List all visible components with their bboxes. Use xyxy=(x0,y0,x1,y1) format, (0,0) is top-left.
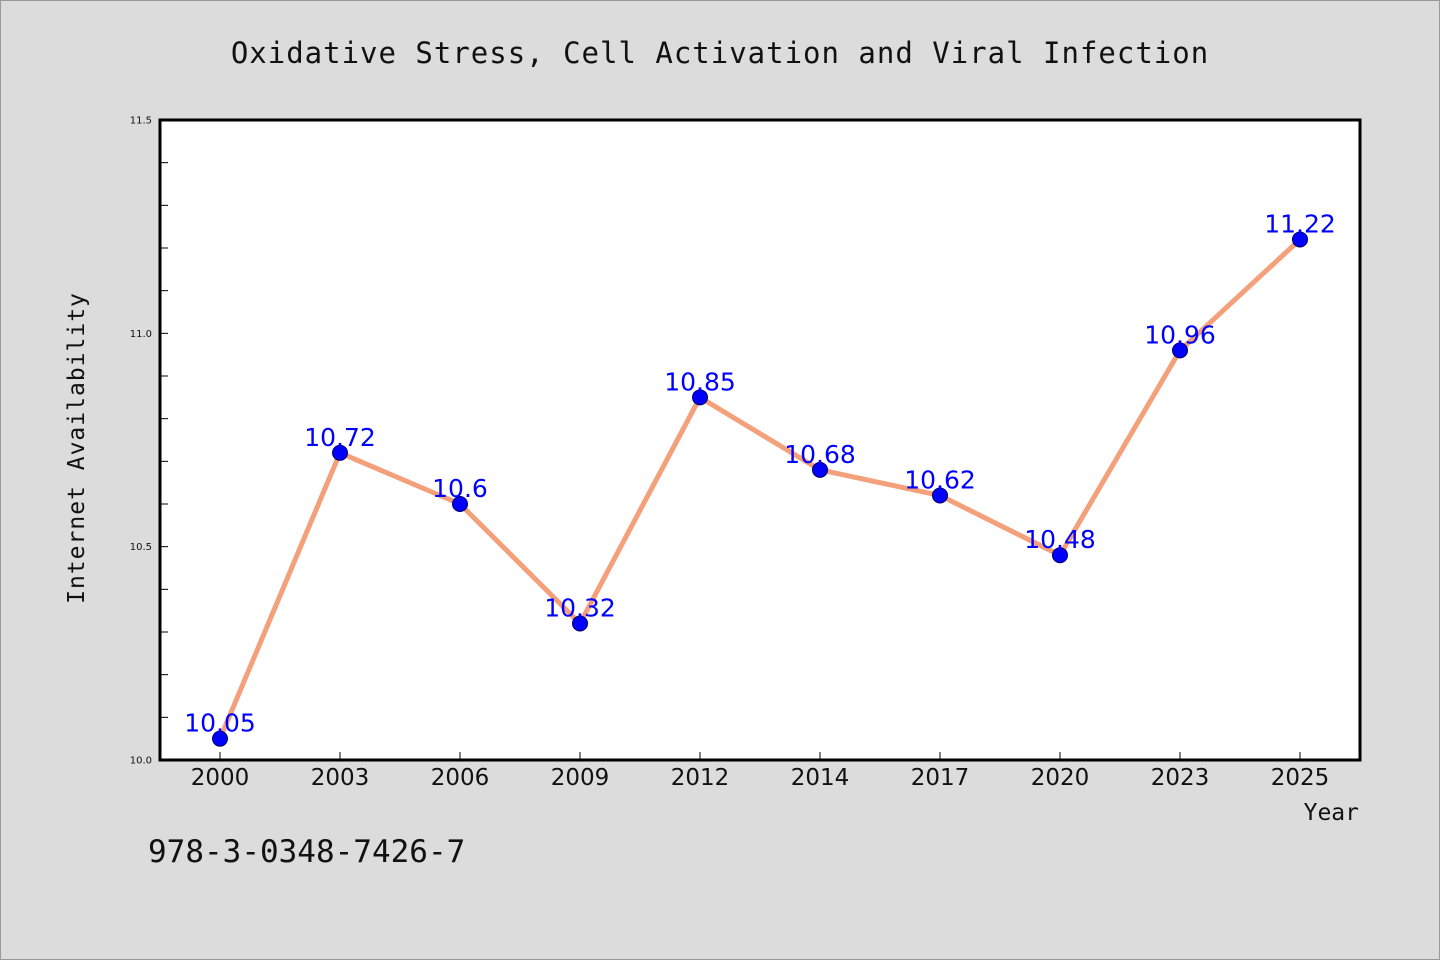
y-tick-label: 11.0 xyxy=(130,329,152,340)
data-label: 10.85 xyxy=(664,367,736,396)
series-markers xyxy=(212,231,1308,747)
x-tick-label: 2000 xyxy=(191,765,250,791)
x-tick-label: 2006 xyxy=(431,765,490,791)
data-label: 10.48 xyxy=(1024,525,1096,554)
x-tick-label: 2014 xyxy=(791,765,850,791)
x-tick-label: 2012 xyxy=(671,765,730,791)
data-label: 10.6 xyxy=(432,474,488,503)
y-axis-label: Internet Availability xyxy=(64,292,90,604)
data-label: 10.72 xyxy=(304,423,376,452)
data-labels: 10.05 10.72 10.6 10.32 10.85 10.68 10.62 10.48 1… xyxy=(184,209,1336,737)
data-label: 10.96 xyxy=(1144,320,1216,349)
data-point xyxy=(1052,547,1068,564)
data-label: 10.32 xyxy=(544,593,616,622)
data-label: 10.05 xyxy=(184,709,256,738)
y-tick-label: 10.0 xyxy=(130,756,152,767)
x-axis: 2000 2003 2006 2009 2012 2014 2017 2020 2023 2025 xyxy=(191,752,1330,791)
chart-title: Oxidative Stress, Cell Activation and Vi… xyxy=(231,36,1209,70)
data-point xyxy=(692,389,708,406)
isbn-text: 978-3-0348-7426-7 xyxy=(148,834,466,870)
data-label: 10.68 xyxy=(784,440,856,469)
data-point xyxy=(332,444,348,461)
series-line xyxy=(217,237,1302,740)
data-label: 10.62 xyxy=(904,465,976,494)
x-tick-label: 2017 xyxy=(911,765,970,791)
data-point xyxy=(1292,231,1308,248)
x-axis-label: Year xyxy=(1304,800,1359,826)
data-point xyxy=(1172,342,1188,359)
plot-area xyxy=(158,118,1362,762)
data-label: 11.22 xyxy=(1264,209,1336,238)
data-point xyxy=(812,461,828,478)
x-tick-label: 2025 xyxy=(1271,765,1330,791)
y-tick-label: 10.5 xyxy=(130,542,152,553)
x-tick-label: 2020 xyxy=(1031,765,1090,791)
x-tick-label: 2023 xyxy=(1151,765,1210,791)
x-tick-label: 2003 xyxy=(311,765,370,791)
data-point xyxy=(932,487,948,504)
y-tick-label: 11.5 xyxy=(130,116,152,127)
y-axis: 10.0 10.5 11.0 11.5 xyxy=(130,116,168,767)
data-point xyxy=(212,730,228,747)
x-tick-label: 2009 xyxy=(551,765,610,791)
data-point xyxy=(452,496,468,512)
data-point xyxy=(572,615,588,632)
